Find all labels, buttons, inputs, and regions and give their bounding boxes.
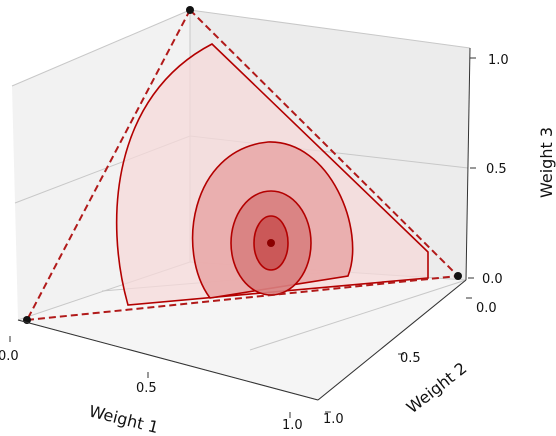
simplex-edges: [26, 9, 459, 321]
z-axis-line: [465, 47, 471, 281]
grid-line: [249, 279, 467, 351]
simplex-edge: [189, 9, 459, 277]
z-tick-label-2: 1.0: [488, 53, 509, 68]
x-tick-label-2: 1.0: [282, 418, 303, 433]
y-axis-line: [317, 279, 467, 401]
y-tick-label-2: 1.0: [323, 412, 344, 427]
x-tick-label-0: 0.0: [0, 349, 19, 364]
x-tick-label-1: 0.5: [136, 381, 157, 396]
simplex-edge: [26, 9, 191, 321]
vertex-weight-2: [454, 272, 462, 280]
center-point: [267, 239, 275, 247]
grid-line: [11, 9, 191, 87]
vertex-weight-3: [186, 6, 194, 14]
x-axis-line: [17, 319, 319, 401]
x-axis-label: Weight 1: [87, 401, 161, 436]
y-tick-label-0: 0.0: [476, 301, 497, 316]
z-tick-label-0: 0.0: [482, 272, 503, 287]
axis-lines: [17, 47, 471, 401]
z-axis-label: Weight 3: [537, 127, 556, 198]
y-axis-label: Weight 2: [403, 358, 471, 417]
y-tick-label-1: 0.5: [400, 351, 421, 366]
z-tick-label-1: 0.5: [486, 162, 507, 177]
contour-region-group: [115, 43, 429, 306]
simplex-edge: [26, 275, 459, 321]
grid-line: [189, 9, 471, 49]
tick-marks: [9, 57, 476, 418]
